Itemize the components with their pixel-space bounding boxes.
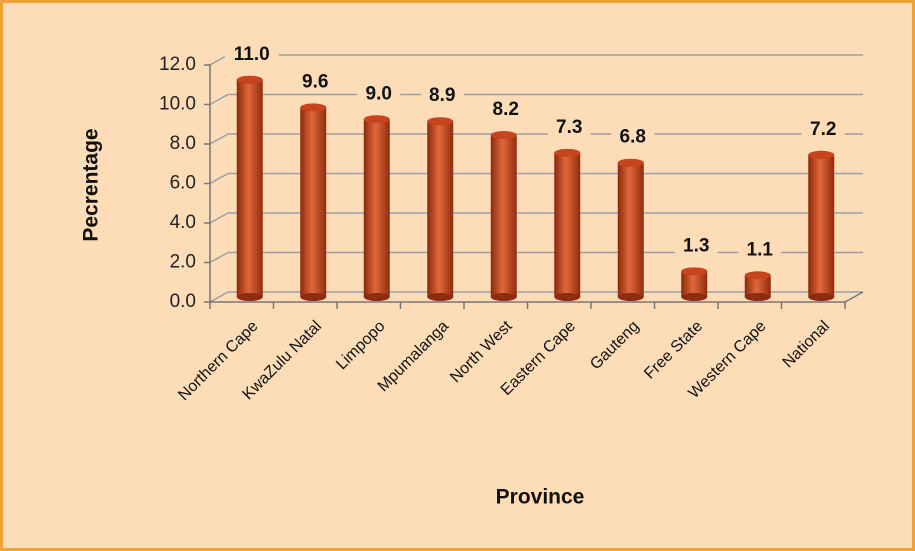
x-axis-edge bbox=[844, 291, 864, 303]
bar-top bbox=[554, 148, 581, 157]
bar-top bbox=[744, 271, 771, 280]
x-axis-title: Province bbox=[496, 486, 585, 509]
bar-body bbox=[617, 162, 644, 297]
bar bbox=[808, 150, 835, 301]
bar-base bbox=[363, 293, 390, 301]
value-label: 7.2 bbox=[810, 119, 836, 140]
y-tick-label: 12.0 bbox=[159, 54, 196, 75]
bar-top bbox=[490, 131, 517, 140]
y-axis-title: Pecrentage bbox=[80, 128, 103, 241]
value-label-bg bbox=[357, 83, 401, 106]
value-label-bg bbox=[611, 126, 655, 149]
y-tick-label: 6.0 bbox=[170, 173, 196, 194]
bar-top bbox=[808, 150, 835, 159]
bar-base bbox=[490, 293, 517, 301]
bar-body bbox=[300, 107, 327, 298]
value-label: 1.1 bbox=[747, 239, 774, 260]
bar bbox=[681, 267, 708, 301]
value-label-bg bbox=[674, 235, 718, 258]
bar-top bbox=[236, 75, 263, 84]
y-tick-label: 2.0 bbox=[170, 252, 196, 273]
bar-base bbox=[236, 293, 263, 301]
bar-base bbox=[808, 293, 835, 301]
grid-line bbox=[209, 251, 863, 264]
bar-base bbox=[427, 293, 454, 301]
value-label: 9.0 bbox=[366, 83, 392, 104]
value-label: 7.3 bbox=[556, 117, 582, 138]
value-label-bg bbox=[547, 116, 591, 139]
bar-body bbox=[236, 79, 263, 297]
bar bbox=[363, 115, 390, 301]
bar-base bbox=[554, 293, 581, 301]
grid-line bbox=[209, 172, 863, 185]
bar-body bbox=[490, 135, 517, 297]
bar bbox=[554, 148, 581, 301]
bar-base bbox=[681, 293, 708, 301]
bar-top bbox=[363, 115, 390, 124]
bar bbox=[617, 158, 644, 301]
value-label: 8.9 bbox=[429, 85, 455, 106]
bar bbox=[236, 75, 263, 301]
value-label-bg bbox=[484, 99, 528, 122]
y-tick-label: 10.0 bbox=[159, 94, 196, 115]
value-label: 8.2 bbox=[493, 99, 519, 120]
value-label: 11.0 bbox=[234, 44, 270, 65]
value-label-bg bbox=[293, 71, 337, 94]
value-label-bg bbox=[738, 239, 782, 262]
value-label-bg bbox=[801, 118, 845, 141]
bar bbox=[744, 271, 771, 301]
grid-line bbox=[209, 291, 863, 303]
value-label: 9.6 bbox=[302, 71, 328, 92]
value-label-bg bbox=[224, 43, 279, 66]
bar-body bbox=[427, 121, 454, 297]
bar-base bbox=[617, 293, 644, 301]
grid-line bbox=[209, 93, 863, 106]
bar bbox=[300, 103, 327, 301]
y-tick-label: 8.0 bbox=[170, 133, 196, 154]
bar-top bbox=[617, 158, 644, 167]
value-label: 1.3 bbox=[683, 235, 709, 256]
bar-top bbox=[300, 103, 327, 112]
bar-body bbox=[744, 275, 771, 297]
bar-base bbox=[744, 293, 771, 301]
bar-top bbox=[681, 267, 708, 276]
value-label: 6.8 bbox=[620, 127, 646, 148]
bar bbox=[490, 131, 517, 301]
bar-base bbox=[300, 293, 327, 301]
value-label-bg bbox=[420, 85, 464, 108]
y-tick-label: 0.0 bbox=[170, 291, 196, 312]
bar bbox=[427, 117, 454, 301]
grid-line bbox=[209, 212, 863, 224]
bar-body bbox=[681, 271, 708, 297]
bar-top bbox=[427, 117, 454, 126]
y-tick-label: 4.0 bbox=[170, 212, 196, 233]
bar-body bbox=[363, 119, 390, 297]
bar-body bbox=[808, 154, 835, 297]
bar-body bbox=[554, 152, 581, 297]
